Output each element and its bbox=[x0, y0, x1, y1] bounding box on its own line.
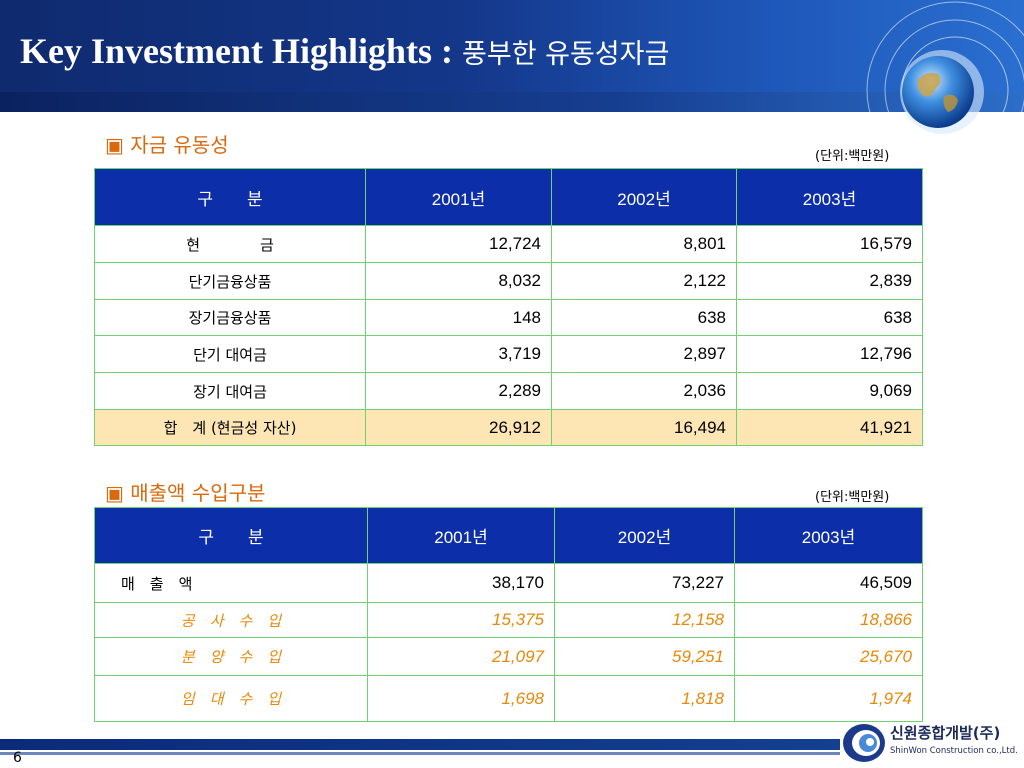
company-logo-icon bbox=[843, 724, 885, 762]
page-number: 6 bbox=[13, 750, 22, 766]
cell-value: 9,069 bbox=[736, 372, 923, 410]
footer-bar bbox=[0, 739, 840, 750]
cell-value: 2,289 bbox=[365, 372, 552, 410]
row-label: 임 대 수 입 bbox=[94, 675, 368, 722]
cell-value: 21,097 bbox=[367, 637, 555, 676]
table-row: 임 대 수 입 1,698 1,818 1,974 bbox=[94, 675, 923, 722]
cell-value: 1,818 bbox=[554, 675, 735, 722]
cell-value: 59,251 bbox=[554, 637, 735, 676]
cell-value: 41,921 bbox=[736, 409, 923, 446]
table-row: 단기금융상품 8,032 2,122 2,839 bbox=[94, 262, 923, 300]
column-header: 구 분 bbox=[94, 507, 368, 564]
row-label: 단기 대여금 bbox=[94, 335, 366, 373]
slide-title-ko: 풍부한 유동성자금 bbox=[462, 39, 670, 70]
row-label: 장기 대여금 bbox=[94, 372, 366, 410]
cell-value: 25,670 bbox=[734, 637, 923, 676]
table-row: 장기 대여금 2,289 2,036 9,069 bbox=[94, 372, 923, 410]
column-header: 구 분 bbox=[94, 168, 366, 226]
table-row: 공 사 수 입 15,375 12,158 18,866 bbox=[94, 602, 923, 638]
cell-value: 38,170 bbox=[367, 563, 555, 603]
cell-value: 73,227 bbox=[554, 563, 735, 603]
footer-bar-line bbox=[0, 752, 840, 755]
cell-value: 2,897 bbox=[551, 335, 737, 373]
revenue-unit-label: (단위:백만원) bbox=[815, 490, 890, 505]
cell-value: 26,912 bbox=[365, 409, 552, 446]
table-row: 분 양 수 입 21,097 59,251 25,670 bbox=[94, 637, 923, 676]
column-header: 2003년 bbox=[736, 168, 923, 226]
row-label: 현 금 bbox=[94, 225, 366, 263]
row-label: 단기금융상품 bbox=[94, 262, 366, 300]
cell-value: 12,796 bbox=[736, 335, 923, 373]
liquidity-unit-label: (단위:백만원) bbox=[815, 149, 890, 164]
table-row: 현 금 12,724 8,801 16,579 bbox=[94, 225, 923, 263]
total-row: 합 계 (현금성 자산) 26,912 16,494 41,921 bbox=[94, 409, 923, 446]
row-label: 장기금융상품 bbox=[94, 299, 366, 336]
cell-value: 2,839 bbox=[736, 262, 923, 300]
revenue-section-heading: ▣ 매출액 수입구분 bbox=[105, 481, 266, 505]
row-label: 합 계 (현금성 자산) bbox=[94, 409, 366, 446]
cell-value: 638 bbox=[736, 299, 923, 336]
company-name-en: ShinWon Construction co.,Ltd. bbox=[890, 746, 1018, 756]
table-row: 단기 대여금 3,719 2,897 12,796 bbox=[94, 335, 923, 373]
cell-value: 8,032 bbox=[365, 262, 552, 300]
slide-title: Key Investment Highlights : 풍부한 유동성자금 bbox=[20, 30, 669, 72]
column-header: 2002년 bbox=[551, 168, 737, 226]
column-header: 2001년 bbox=[365, 168, 552, 226]
row-label: 매 출 액 bbox=[94, 563, 368, 603]
cell-value: 15,375 bbox=[367, 602, 555, 638]
table-row: 장기금융상품 148 638 638 bbox=[94, 299, 923, 336]
cell-value: 12,158 bbox=[554, 602, 735, 638]
cell-value: 8,801 bbox=[551, 225, 737, 263]
column-header: 2002년 bbox=[554, 507, 735, 564]
liquidity-section-heading: ▣ 자금 유동성 bbox=[105, 133, 229, 157]
column-header: 2001년 bbox=[367, 507, 555, 564]
row-label: 분 양 수 입 bbox=[94, 637, 368, 676]
table-header-row: 구 분 2001년 2002년 2003년 bbox=[94, 507, 923, 564]
row-label: 공 사 수 입 bbox=[94, 602, 368, 638]
cell-value: 18,866 bbox=[734, 602, 923, 638]
cell-value: 1,698 bbox=[367, 675, 555, 722]
header-stripe bbox=[0, 92, 1024, 112]
cell-value: 12,724 bbox=[365, 225, 552, 263]
table-row: 매 출 액 38,170 73,227 46,509 bbox=[94, 563, 923, 603]
cell-value: 16,494 bbox=[551, 409, 737, 446]
header-band: Key Investment Highlights : 풍부한 유동성자금 bbox=[0, 0, 1024, 112]
cell-value: 2,036 bbox=[551, 372, 737, 410]
column-header: 2003년 bbox=[734, 507, 923, 564]
company-name-ko: 신원종합개발(주) bbox=[890, 724, 1001, 742]
liquidity-table: 구 분 2001년 2002년 2003년 현 금 12,724 8,801 1… bbox=[94, 168, 923, 446]
slide-title-en: Key Investment Highlights : bbox=[20, 31, 463, 71]
cell-value: 16,579 bbox=[736, 225, 923, 263]
cell-value: 3,719 bbox=[365, 335, 552, 373]
cell-value: 638 bbox=[551, 299, 737, 336]
cell-value: 148 bbox=[365, 299, 552, 336]
cell-value: 1,974 bbox=[734, 675, 923, 722]
cell-value: 46,509 bbox=[734, 563, 923, 603]
revenue-table: 구 분 2001년 2002년 2003년 매 출 액 38,170 73,22… bbox=[94, 507, 923, 722]
cell-value: 2,122 bbox=[551, 262, 737, 300]
table-header-row: 구 분 2001년 2002년 2003년 bbox=[94, 168, 923, 226]
company-logo: 신원종합개발(주) ShinWon Construction co.,Ltd. bbox=[842, 718, 1024, 768]
